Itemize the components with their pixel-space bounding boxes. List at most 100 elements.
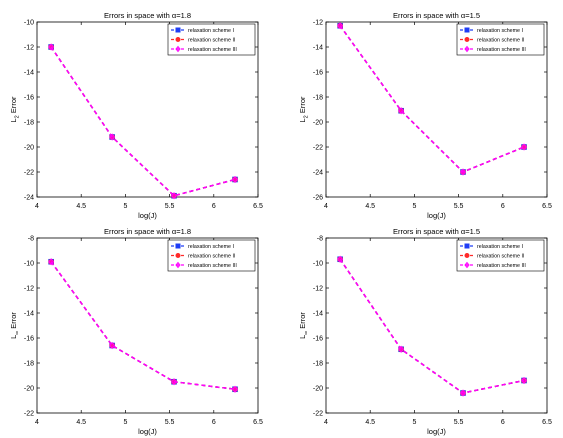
data-point: [521, 143, 527, 151]
x-tick-label: 4: [35, 419, 39, 426]
y-tick-label: -20: [313, 120, 323, 127]
y-label-rest: Error: [9, 96, 18, 115]
y-tick-label: -10: [313, 261, 323, 268]
y-tick-label: -14: [313, 311, 323, 318]
y-tick-label: -8: [317, 236, 323, 243]
series-line-2: [50, 46, 236, 197]
y-tick-label: -20: [313, 386, 323, 393]
y-tick-label: -16: [313, 70, 323, 77]
y-label-main: L: [298, 335, 307, 339]
y-tick-label: -8: [28, 236, 34, 243]
legend-label: relaxation scheme II: [188, 38, 235, 44]
x-tick-label: 6.5: [542, 203, 552, 210]
data-point: [398, 107, 405, 115]
y-label-rest: Error: [298, 312, 307, 331]
y-tick-label: -16: [24, 95, 34, 102]
y-tick-label: -20: [24, 145, 34, 152]
data-point: [109, 133, 116, 141]
x-tick-label: 4.5: [365, 419, 375, 426]
y-axis-label: L∞ Error: [9, 312, 21, 339]
y-tick-label: -14: [313, 45, 323, 52]
chart-panel-2: 4 4.5 5 5.5 6 6.5 -26 -24 -22 -20 -18 -16 -14 -12 Erro…: [298, 11, 552, 220]
y-tick-label: -18: [24, 120, 34, 127]
legend: relaxation scheme I relaxation scheme II r…: [167, 239, 256, 272]
data-point: [337, 22, 344, 30]
legend: relaxation scheme I relaxation scheme II r…: [456, 23, 545, 56]
x-tick-label: 5.5: [454, 419, 464, 426]
x-tick-label: 6.5: [253, 419, 263, 426]
axes-box: [325, 21, 548, 198]
square-marker-icon: [464, 243, 470, 249]
chart-title: Errors in space with α=1.5: [393, 11, 480, 20]
y-label-sub: ∞: [304, 331, 310, 335]
axes-box: [36, 237, 259, 414]
x-tick-label: 6.5: [253, 203, 263, 210]
axes-box: [36, 21, 259, 198]
chart-panel-1: 4 4.5 5 5.5 6 6.5 -24 -22 -20 -18 -16 -14 -12 -10 Erro…: [9, 11, 263, 220]
y-label-main: L: [9, 335, 18, 339]
chart-title: Errors in space with α=1.8: [104, 11, 191, 20]
y-tick-label: -24: [313, 170, 323, 177]
x-tick-label: 6: [501, 203, 505, 210]
y-tick-label: -20: [24, 386, 34, 393]
legend-label: relaxation scheme II: [188, 254, 235, 260]
data-point: [337, 255, 344, 263]
y-label-rest: Error: [298, 96, 307, 115]
x-tick-label: 6: [501, 419, 505, 426]
x-tick-label: 4: [324, 203, 328, 210]
legend-label: relaxation scheme III: [477, 47, 526, 53]
circle-marker-icon: [464, 253, 470, 258]
y-label-sub: ∞: [15, 331, 21, 335]
data-point: [48, 258, 55, 266]
x-tick-label: 4.5: [365, 203, 375, 210]
series-line-1: [50, 261, 236, 390]
y-tick-label: -10: [24, 20, 34, 27]
x-axis-label: log(J): [138, 427, 157, 436]
chart-title: Errors in space with α=1.5: [393, 227, 480, 236]
y-tick-label: -14: [24, 311, 34, 318]
y-tick-label: -22: [313, 411, 323, 418]
y-tick-label: -12: [313, 286, 323, 293]
legend-label: relaxation scheme III: [477, 263, 526, 269]
chart-title: Errors in space with α=1.8: [104, 227, 191, 236]
diamond-marker-icon: [175, 261, 181, 269]
x-axis-label: log(J): [138, 211, 157, 220]
y-label-main: L: [298, 118, 307, 122]
axes-box: [325, 237, 548, 414]
legend-label: relaxation scheme I: [477, 28, 523, 34]
x-tick-label: 5: [412, 203, 416, 210]
data-point: [460, 168, 466, 176]
y-axis-label: L2 Error: [298, 96, 310, 122]
x-tick-label: 5: [123, 419, 127, 426]
diamond-marker-icon: [464, 261, 470, 269]
chart-panel-3: 4 4.5 5 5.5 6 6.5 -22 -20 -18 -16 -14 -12 -10 -8 Error…: [9, 227, 263, 436]
square-marker-icon: [464, 27, 470, 33]
x-tick-label: 6.5: [542, 419, 552, 426]
x-tick-label: 6: [212, 419, 216, 426]
series-line-2: [50, 261, 236, 390]
square-marker-icon: [175, 243, 181, 249]
legend-label: relaxation scheme I: [188, 244, 234, 250]
x-tick-label: 5: [412, 419, 416, 426]
x-tick-label: 4: [35, 203, 39, 210]
y-tick-label: -22: [24, 411, 34, 418]
legend-label: relaxation scheme III: [188, 47, 237, 53]
y-tick-label: -12: [313, 20, 323, 27]
legend-label: relaxation scheme II: [477, 38, 524, 44]
series-line-3: [339, 25, 525, 173]
diamond-marker-icon: [464, 45, 470, 53]
y-tick-label: -22: [313, 145, 323, 152]
y-tick-label: -18: [313, 361, 323, 368]
y-tick-label: -10: [24, 261, 34, 268]
data-point: [521, 376, 527, 385]
x-tick-label: 4: [324, 419, 328, 426]
y-label-sub: 2: [304, 115, 310, 118]
y-axis-label: L2 Error: [9, 96, 21, 122]
y-tick-label: -22: [24, 170, 34, 177]
y-tick-label: -12: [24, 45, 34, 52]
series-line-3: [339, 258, 525, 394]
y-label-rest: Error: [9, 312, 18, 331]
series-line-2: [339, 258, 525, 394]
y-tick-label: -18: [313, 95, 323, 102]
x-tick-label: 4.5: [76, 419, 86, 426]
